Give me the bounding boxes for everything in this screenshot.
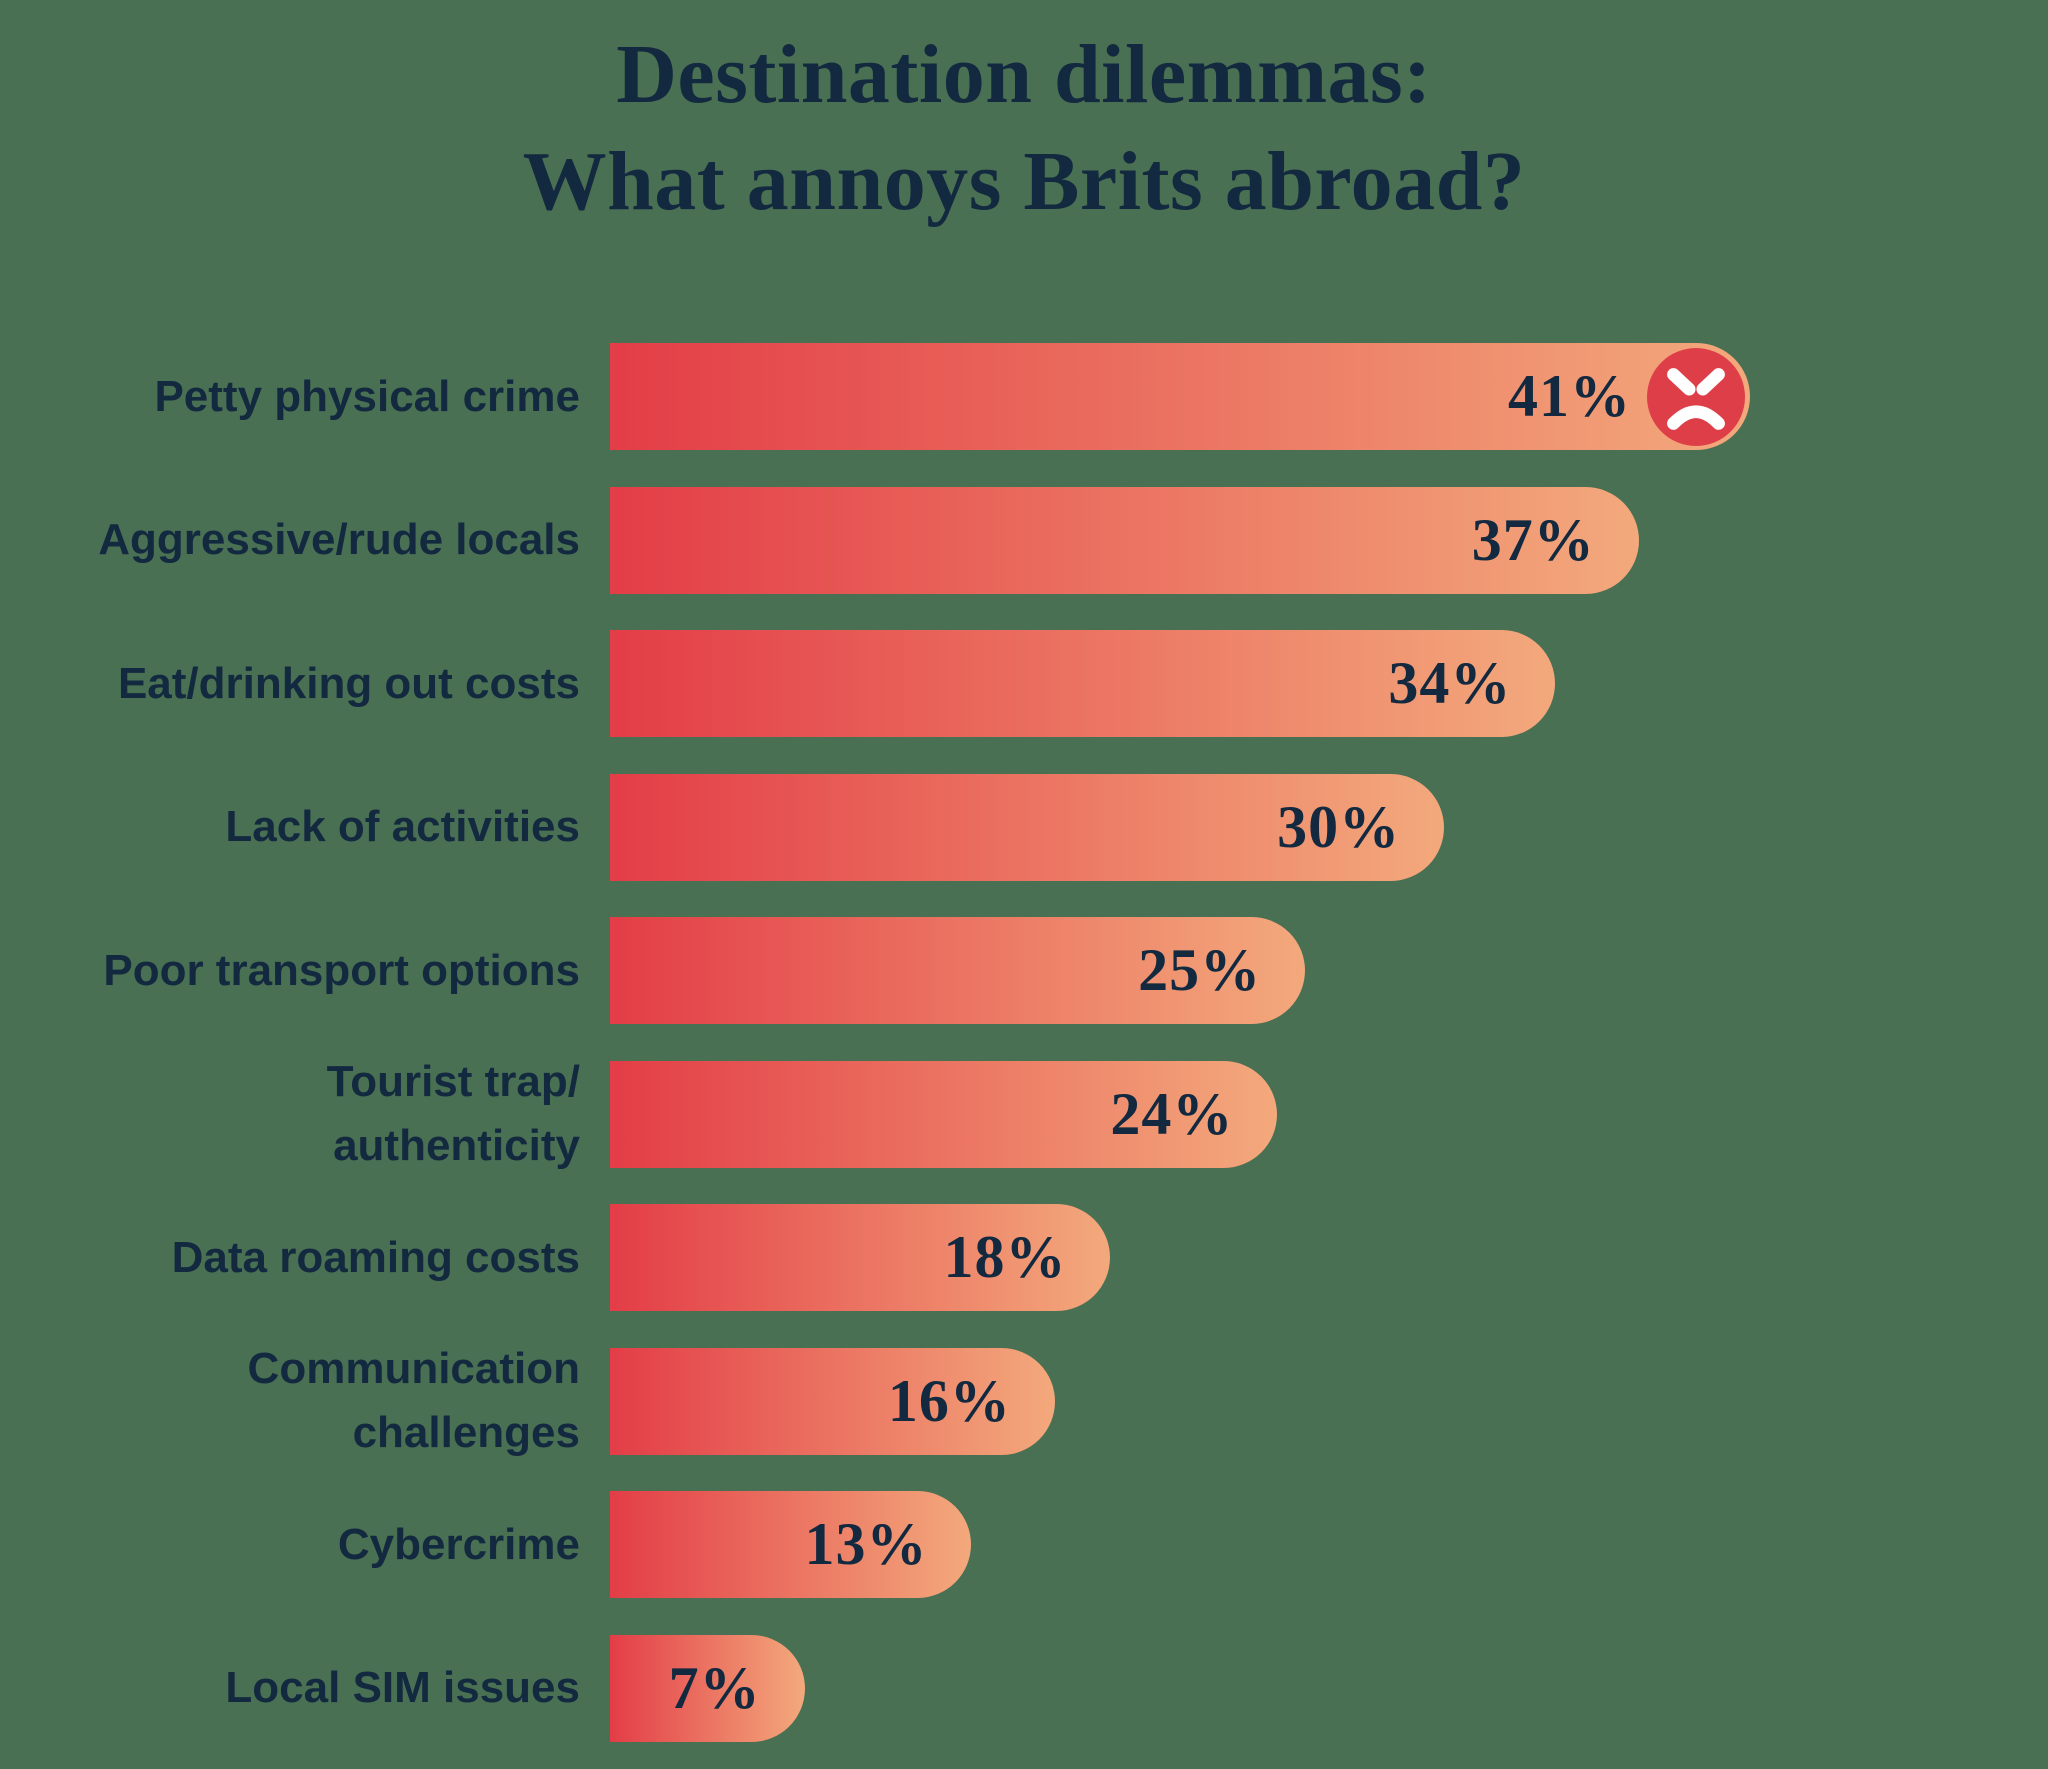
chart-row: Communication challenges 16% <box>0 1344 2048 1457</box>
category-label: Tourist trap/ authenticity <box>326 1057 580 1170</box>
value-label: 37% <box>1471 506 1595 573</box>
bar: 34% <box>610 630 1556 737</box>
chart-row: Data roaming costs 18% <box>0 1204 2048 1311</box>
category-label: Eat/drinking out costs <box>117 658 580 708</box>
value-label: 41% <box>1508 363 1631 429</box>
chart-row: Local SIM issues 7% <box>0 1634 2048 1742</box>
category-label: Data roaming costs <box>171 1232 580 1282</box>
category-label: Lack of activities <box>225 802 580 852</box>
bar-chart: Petty physical crime 41% Aggressive/rude… <box>0 343 2048 1742</box>
category-label: Petty physical crime <box>154 371 580 421</box>
value-label: 30% <box>1277 793 1401 860</box>
bar: 16% <box>610 1347 1055 1455</box>
chart-row: Aggressive/rude locals 37% <box>0 486 2048 594</box>
bar: 18% <box>610 1204 1111 1311</box>
value-label: 16% <box>887 1367 1011 1434</box>
value-label: 7% <box>668 1654 761 1721</box>
chart-row: Eat/drinking out costs 34% <box>0 630 2048 737</box>
bar: 13% <box>610 1491 972 1598</box>
chart-title-line1: Destination dilemmas: <box>616 28 1432 121</box>
bar: 24% <box>610 1060 1278 1168</box>
value-label: 34% <box>1388 650 1512 716</box>
chart-row: Petty physical crime 41% <box>0 343 2048 450</box>
category-label: Aggressive/rude locals <box>98 515 580 565</box>
bar: 25% <box>610 917 1306 1024</box>
chart-row: Cybercrime 13% <box>0 1491 2048 1598</box>
category-label: Cybercrime <box>337 1519 580 1569</box>
value-label: 13% <box>804 1511 928 1577</box>
bar: 41% <box>610 343 1750 450</box>
chart-row: Tourist trap/ authenticity 24% <box>0 1057 2048 1170</box>
category-label: Poor transport options <box>103 945 580 995</box>
angry-face-icon <box>1647 347 1745 446</box>
bar: 37% <box>610 486 1639 594</box>
bar: 7% <box>610 1634 805 1742</box>
category-label: Communication challenges <box>247 1344 580 1457</box>
chart-title-line2: What annoys Brits abroad? <box>522 134 1526 228</box>
chart-row: Poor transport options 25% <box>0 917 2048 1024</box>
chart-title: Destination dilemmas: What annoys Brits … <box>0 22 2048 235</box>
value-label: 18% <box>943 1224 1067 1290</box>
value-label: 24% <box>1110 1080 1234 1147</box>
bar: 30% <box>610 773 1445 881</box>
category-label: Local SIM issues <box>225 1663 580 1713</box>
chart-row: Lack of activities 30% <box>0 773 2048 881</box>
value-label: 25% <box>1138 937 1262 1003</box>
